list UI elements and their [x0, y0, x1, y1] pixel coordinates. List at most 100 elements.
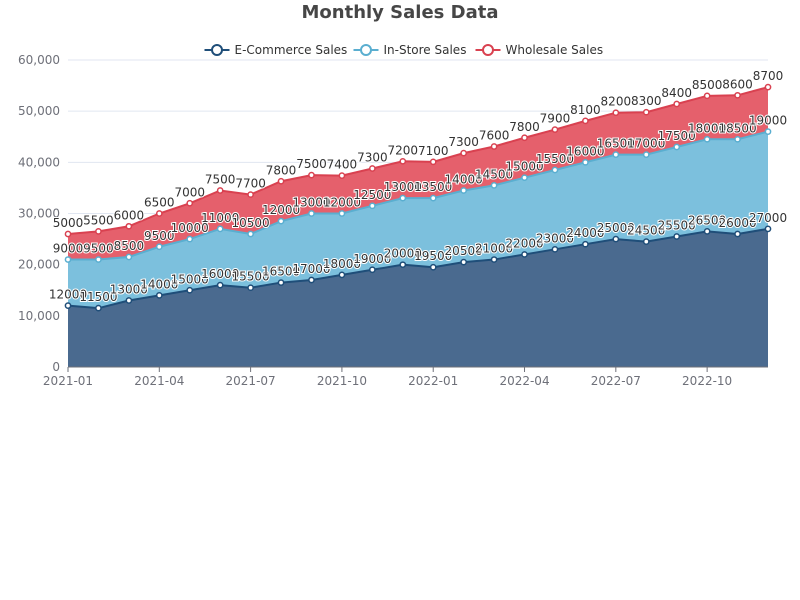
data-label: 7200 — [388, 143, 419, 157]
data-point[interactable] — [399, 194, 407, 202]
data-point[interactable] — [338, 210, 346, 217]
data-point[interactable] — [490, 256, 498, 263]
data-point[interactable] — [186, 235, 194, 243]
data-point[interactable] — [703, 228, 711, 235]
data-point[interactable] — [673, 233, 681, 240]
data-point[interactable] — [734, 135, 741, 143]
data-point[interactable] — [521, 174, 528, 182]
data-point[interactable] — [673, 100, 681, 108]
legend-item[interactable]: In-Store Sales — [353, 43, 467, 57]
data-point[interactable] — [551, 166, 559, 174]
data-point[interactable] — [216, 187, 224, 194]
data-point[interactable] — [95, 256, 102, 263]
data-point[interactable] — [490, 143, 498, 150]
data-point[interactable] — [64, 230, 72, 238]
data-point[interactable] — [642, 151, 650, 159]
data-point[interactable] — [308, 276, 315, 284]
legend-marker-icon — [211, 44, 223, 56]
data-point[interactable] — [308, 210, 315, 217]
data-point[interactable] — [338, 271, 346, 279]
data-point[interactable] — [429, 158, 437, 166]
data-point[interactable] — [703, 92, 711, 100]
data-point[interactable] — [125, 253, 133, 261]
data-label: 12000 — [49, 288, 87, 302]
data-label: 18000 — [323, 257, 361, 271]
data-point[interactable] — [521, 134, 528, 142]
data-point[interactable] — [734, 230, 741, 238]
data-point[interactable] — [642, 108, 650, 116]
data-point[interactable] — [582, 158, 589, 166]
data-label: 20500 — [445, 244, 483, 258]
data-label: 27000 — [749, 211, 787, 225]
data-point[interactable] — [186, 199, 194, 207]
x-tick-label: 2021-10 — [317, 374, 367, 388]
data-label: 7000 — [174, 185, 205, 199]
legend-label: In-Store Sales — [384, 43, 467, 57]
data-point[interactable] — [125, 222, 133, 230]
data-label: 5500 — [83, 213, 114, 227]
data-label: 18500 — [718, 121, 756, 135]
data-point[interactable] — [308, 171, 315, 179]
x-tick-label: 2022-04 — [499, 374, 549, 388]
data-point[interactable] — [186, 286, 194, 294]
data-point[interactable] — [338, 172, 346, 179]
data-point[interactable] — [155, 243, 163, 251]
data-point[interactable] — [155, 210, 163, 217]
data-point[interactable] — [247, 191, 254, 198]
data-point[interactable] — [612, 151, 620, 159]
data-point[interactable] — [368, 266, 376, 274]
data-point[interactable] — [64, 256, 72, 263]
data-point[interactable] — [582, 240, 589, 248]
data-point[interactable] — [155, 292, 163, 299]
data-label: 13500 — [414, 180, 452, 194]
data-label: 24000 — [566, 226, 604, 240]
data-point[interactable] — [673, 143, 681, 151]
data-point[interactable] — [95, 304, 102, 312]
data-point[interactable] — [125, 297, 133, 304]
data-point[interactable] — [399, 157, 407, 165]
data-point[interactable] — [764, 225, 772, 233]
data-label: 26500 — [688, 213, 726, 227]
data-label: 7500 — [205, 172, 236, 186]
data-point[interactable] — [612, 109, 620, 117]
data-point[interactable] — [460, 187, 468, 194]
legend-item[interactable]: E-Commerce Sales — [204, 43, 348, 57]
data-point[interactable] — [277, 177, 285, 185]
data-point[interactable] — [368, 165, 376, 172]
data-point[interactable] — [551, 126, 559, 133]
data-point[interactable] — [216, 225, 224, 233]
data-point[interactable] — [582, 117, 589, 125]
legend-item[interactable]: Wholesale Sales — [475, 43, 604, 57]
data-point[interactable] — [764, 83, 772, 91]
data-point[interactable] — [216, 281, 224, 289]
data-point[interactable] — [490, 182, 498, 189]
data-point[interactable] — [247, 230, 254, 238]
data-point[interactable] — [247, 284, 254, 292]
data-point[interactable] — [460, 149, 468, 157]
data-label: 19000 — [353, 252, 391, 266]
legend[interactable]: E-Commerce Sales In-Store Sales Wholesale … — [204, 43, 604, 57]
chart-title: Monthly Sales Data — [301, 2, 499, 23]
data-label: 8600 — [722, 77, 753, 91]
data-point[interactable] — [429, 194, 437, 202]
data-point[interactable] — [460, 258, 468, 266]
data-label: 25500 — [658, 219, 696, 233]
data-label: 8400 — [661, 86, 692, 100]
data-label: 8500 — [114, 239, 145, 253]
data-point[interactable] — [95, 228, 102, 235]
data-point[interactable] — [703, 135, 711, 143]
data-point[interactable] — [764, 128, 772, 135]
data-point[interactable] — [399, 261, 407, 269]
data-label: 9000 — [53, 242, 84, 256]
data-point[interactable] — [551, 245, 559, 253]
data-label: 15000 — [171, 272, 209, 286]
data-point[interactable] — [64, 302, 72, 309]
data-point[interactable] — [368, 202, 376, 210]
data-point[interactable] — [734, 91, 741, 99]
data-point[interactable] — [642, 238, 650, 245]
data-point[interactable] — [612, 235, 620, 243]
data-point[interactable] — [521, 251, 528, 258]
data-point[interactable] — [277, 279, 285, 286]
data-point[interactable] — [277, 217, 285, 225]
data-point[interactable] — [429, 263, 437, 271]
